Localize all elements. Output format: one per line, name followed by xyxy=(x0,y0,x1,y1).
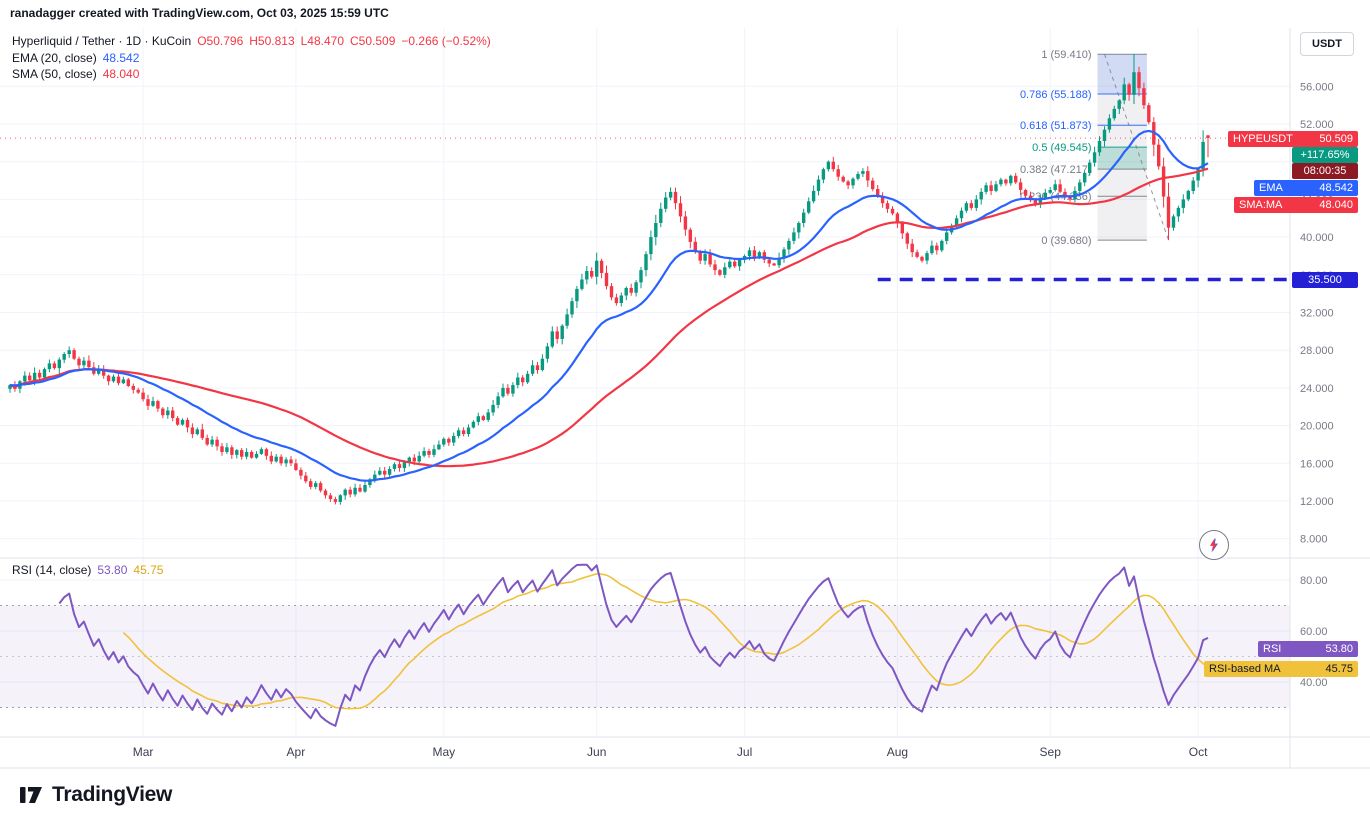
lightning-bolt-icon xyxy=(1209,537,1218,553)
ema-tag: EMA xyxy=(1259,182,1283,194)
ohlc-high: H50.813 xyxy=(249,34,295,48)
ema-value: 48.542 xyxy=(102,51,140,65)
rsi-ma-badge-value: 45.75 xyxy=(1325,663,1353,675)
svg-text:Apr: Apr xyxy=(287,745,306,759)
svg-text:12.000: 12.000 xyxy=(1300,496,1334,508)
rsi-ma-tag: RSI-based MA xyxy=(1209,663,1281,675)
countdown-badge: 08:00:35 xyxy=(1292,163,1358,179)
tradingview-logo[interactable]: TradingView xyxy=(18,782,172,808)
svg-text:0.618 (51.873): 0.618 (51.873) xyxy=(1020,120,1092,132)
svg-text:16.000: 16.000 xyxy=(1300,458,1334,470)
svg-text:May: May xyxy=(432,745,455,759)
main-legend-row: Hyperliquid / Tether · 1D · KuCoin O50.7… xyxy=(12,34,491,48)
sma-value: 48.040 xyxy=(102,67,140,81)
rsi-legend-row[interactable]: RSI (14, close) 53.80 45.75 xyxy=(12,563,163,577)
svg-text:20.000: 20.000 xyxy=(1300,421,1334,433)
svg-text:32.000: 32.000 xyxy=(1300,308,1334,320)
sma-legend-row[interactable]: SMA (50, close) 48.040 xyxy=(12,67,139,81)
svg-text:24.000: 24.000 xyxy=(1300,383,1334,395)
symbol-title[interactable]: Hyperliquid / Tether · 1D · KuCoin xyxy=(12,34,192,48)
svg-text:40.000: 40.000 xyxy=(1300,232,1334,244)
ema-label: EMA (20, close) xyxy=(12,51,97,65)
ema-price-badge: EMA 48.542 xyxy=(1254,180,1358,196)
rsi-tag: RSI xyxy=(1263,643,1282,655)
rsi-badge: RSI 53.80 xyxy=(1258,641,1358,657)
sma-tag: SMA:MA xyxy=(1239,199,1283,211)
svg-text:28.000: 28.000 xyxy=(1300,345,1334,357)
support-price-badge: 35.500 xyxy=(1292,272,1358,288)
sma-price-badge: SMA:MA 48.040 xyxy=(1234,197,1358,213)
rsi-value: 53.80 xyxy=(97,563,128,577)
svg-text:80.00: 80.00 xyxy=(1300,575,1328,587)
rsi-ma-value: 45.75 xyxy=(133,563,164,577)
rsi-badge-value: 53.80 xyxy=(1325,643,1353,655)
ohlc-low: L48.470 xyxy=(300,34,345,48)
sma-badge-value: 48.040 xyxy=(1319,199,1353,211)
ohlc-close: C50.509 xyxy=(350,34,396,48)
svg-text:52.000: 52.000 xyxy=(1300,119,1334,131)
svg-text:Aug: Aug xyxy=(887,745,908,759)
rsi-ma-badge: RSI-based MA 45.75 xyxy=(1204,661,1358,677)
ema-legend-row[interactable]: EMA (20, close) 48.542 xyxy=(12,51,139,65)
svg-text:0.5 (49.545): 0.5 (49.545) xyxy=(1032,142,1091,154)
svg-text:8.000: 8.000 xyxy=(1300,534,1328,546)
tradingview-wordmark: TradingView xyxy=(52,783,173,806)
symbol-price-badge: HYPEUSDT 50.509 xyxy=(1228,131,1358,147)
svg-text:56.000: 56.000 xyxy=(1300,81,1334,93)
svg-text:Sep: Sep xyxy=(1040,745,1062,759)
svg-text:0 (39.680): 0 (39.680) xyxy=(1041,235,1091,247)
tradingview-logo-mark xyxy=(20,787,42,803)
svg-text:0.382 (47.217): 0.382 (47.217) xyxy=(1020,164,1092,176)
last-price-value: 50.509 xyxy=(1319,133,1353,145)
attribution-text: ranadagger created with TradingView.com,… xyxy=(10,6,389,20)
svg-text:1 (59.410): 1 (59.410) xyxy=(1041,49,1091,61)
svg-text:Jun: Jun xyxy=(587,745,606,759)
ema-badge-value: 48.542 xyxy=(1319,182,1353,194)
symbol-tag: HYPEUSDT xyxy=(1233,133,1293,145)
svg-text:60.00: 60.00 xyxy=(1300,626,1328,638)
ohlc-open: O50.796 xyxy=(197,34,244,48)
svg-text:40.00: 40.00 xyxy=(1300,677,1328,689)
sma-label: SMA (50, close) xyxy=(12,67,97,81)
svg-text:0.786 (55.188): 0.786 (55.188) xyxy=(1020,89,1092,101)
percent-change-badge: +117.65% xyxy=(1292,147,1358,163)
ideas-flash-icon[interactable] xyxy=(1199,530,1229,560)
svg-text:Oct: Oct xyxy=(1189,745,1208,759)
svg-text:Jul: Jul xyxy=(737,745,752,759)
price-change: −0.266 (−0.52%) xyxy=(401,34,491,48)
svg-text:Mar: Mar xyxy=(133,745,154,759)
currency-button[interactable]: USDT xyxy=(1300,32,1354,56)
rsi-label: RSI (14, close) xyxy=(12,563,92,577)
